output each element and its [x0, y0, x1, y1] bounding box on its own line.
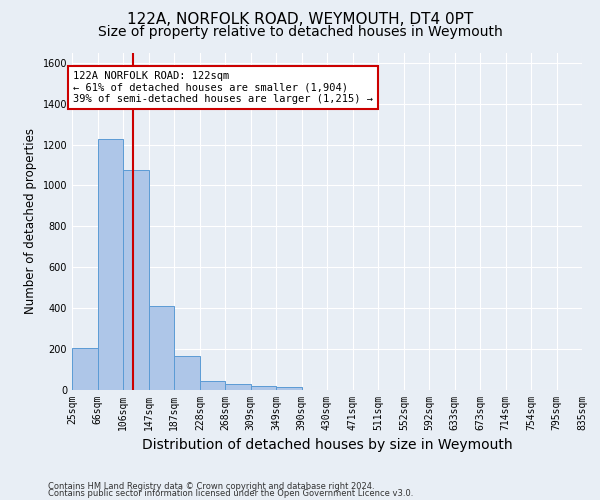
Bar	[149, 306, 174, 390]
Text: Contains public sector information licensed under the Open Government Licence v3: Contains public sector information licen…	[48, 489, 413, 498]
Y-axis label: Number of detached properties: Number of detached properties	[24, 128, 37, 314]
Bar	[251, 386, 276, 390]
Bar	[123, 170, 149, 390]
Bar	[200, 381, 225, 390]
Bar	[72, 348, 98, 390]
Text: 122A, NORFOLK ROAD, WEYMOUTH, DT4 0PT: 122A, NORFOLK ROAD, WEYMOUTH, DT4 0PT	[127, 12, 473, 28]
Text: 122A NORFOLK ROAD: 122sqm
← 61% of detached houses are smaller (1,904)
39% of se: 122A NORFOLK ROAD: 122sqm ← 61% of detac…	[73, 71, 373, 104]
X-axis label: Distribution of detached houses by size in Weymouth: Distribution of detached houses by size …	[142, 438, 512, 452]
Bar	[98, 140, 123, 390]
Bar	[225, 384, 251, 390]
Text: Size of property relative to detached houses in Weymouth: Size of property relative to detached ho…	[98, 25, 502, 39]
Bar	[174, 356, 200, 390]
Text: Contains HM Land Registry data © Crown copyright and database right 2024.: Contains HM Land Registry data © Crown c…	[48, 482, 374, 491]
Bar	[276, 387, 302, 390]
